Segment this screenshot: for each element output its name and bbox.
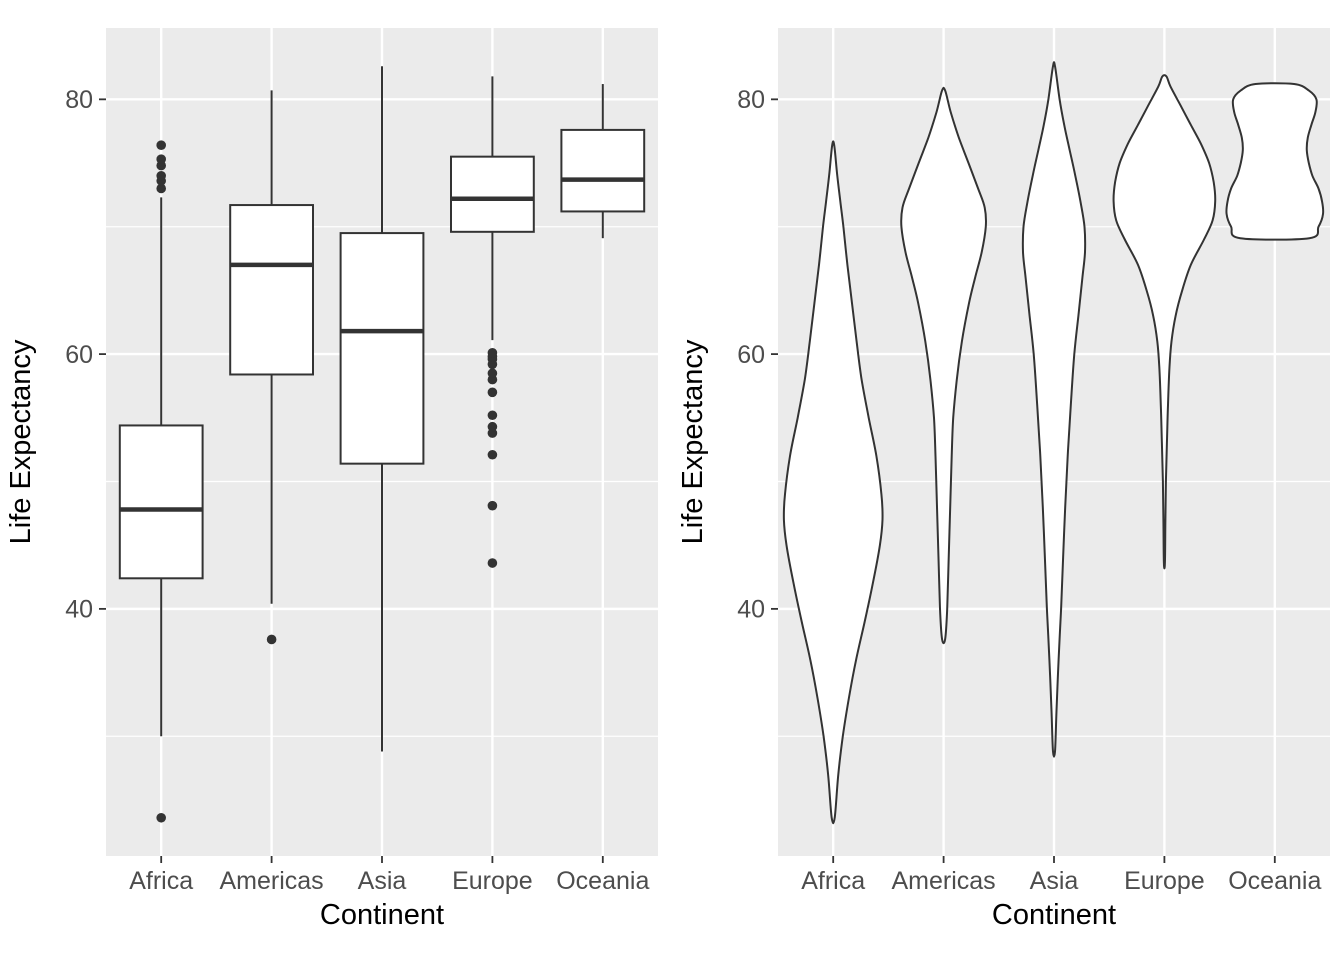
outlier-point bbox=[156, 812, 166, 823]
violin-europe bbox=[1112, 74, 1217, 570]
iqr-box bbox=[118, 424, 204, 580]
violin-africa bbox=[782, 140, 884, 825]
x-tick-label: Europe bbox=[1124, 867, 1205, 895]
x-tick-label: Asia bbox=[1030, 867, 1079, 895]
x-tick-label: Oceania bbox=[1228, 867, 1321, 895]
violin-americas bbox=[900, 86, 988, 645]
outlier-point bbox=[487, 500, 498, 511]
iqr-box bbox=[339, 232, 425, 465]
box-asia bbox=[339, 66, 425, 752]
x-tick-label: Americas bbox=[892, 867, 996, 895]
outlier-point bbox=[487, 449, 498, 460]
outlier-point bbox=[487, 558, 498, 568]
box-africa bbox=[118, 140, 204, 823]
violin-chart: 40 60 80 Africa Americas Asia Europe Oceania Con… bbox=[672, 0, 1344, 960]
iqr-box bbox=[229, 204, 314, 376]
box-oceania bbox=[560, 84, 646, 239]
boxplot-chart: 40 60 80 Africa Americas Asia Europe Oceania Con… bbox=[0, 0, 672, 960]
x-tick-label: Africa bbox=[801, 867, 865, 895]
outlier-point bbox=[487, 410, 498, 421]
axes: 40 60 80 Africa Americas Asia Europe Oceania Con… bbox=[677, 86, 1321, 931]
y-tick-label: 60 bbox=[737, 341, 765, 369]
outlier-point bbox=[487, 387, 498, 398]
outlier-point bbox=[156, 183, 166, 194]
outlier-point bbox=[487, 348, 498, 358]
outlier-point bbox=[156, 170, 166, 181]
x-tick-label: Americas bbox=[220, 867, 324, 895]
violin-asia bbox=[1021, 61, 1087, 758]
box-americas bbox=[229, 90, 314, 645]
y-tick-label: 40 bbox=[737, 596, 765, 624]
x-tick-label: Oceania bbox=[556, 867, 649, 895]
iqr-box bbox=[560, 128, 646, 213]
y-axis-title: Life Expectancy bbox=[5, 339, 37, 544]
x-tick-label: Africa bbox=[129, 867, 193, 895]
outlier-point bbox=[266, 634, 277, 645]
boxplot-svg: 40 60 80 Africa Americas Asia Europe Oceania Con… bbox=[5, 28, 658, 931]
y-tick-label: 80 bbox=[65, 86, 93, 114]
y-tick-label: 60 bbox=[65, 341, 93, 369]
x-axis-title: Continent bbox=[320, 899, 444, 931]
outlier-point bbox=[156, 154, 166, 165]
x-tick-label: Asia bbox=[358, 867, 407, 895]
outlier-point bbox=[487, 421, 498, 432]
axes: 40 60 80 Africa Americas Asia Europe Oceania Con… bbox=[5, 86, 649, 931]
x-axis-title: Continent bbox=[992, 899, 1116, 931]
box-europe bbox=[450, 76, 535, 568]
outlier-point bbox=[156, 140, 166, 150]
y-axis-title: Life Expectancy bbox=[677, 339, 709, 544]
y-tick-label: 40 bbox=[65, 596, 93, 624]
violin-oceania bbox=[1225, 82, 1325, 241]
iqr-box bbox=[450, 155, 535, 233]
outlier-point bbox=[487, 368, 498, 379]
x-tick-label: Europe bbox=[452, 867, 533, 895]
violin-svg: 40 60 80 Africa Americas Asia Europe Oceania Con… bbox=[677, 28, 1330, 931]
y-tick-label: 80 bbox=[737, 86, 765, 114]
